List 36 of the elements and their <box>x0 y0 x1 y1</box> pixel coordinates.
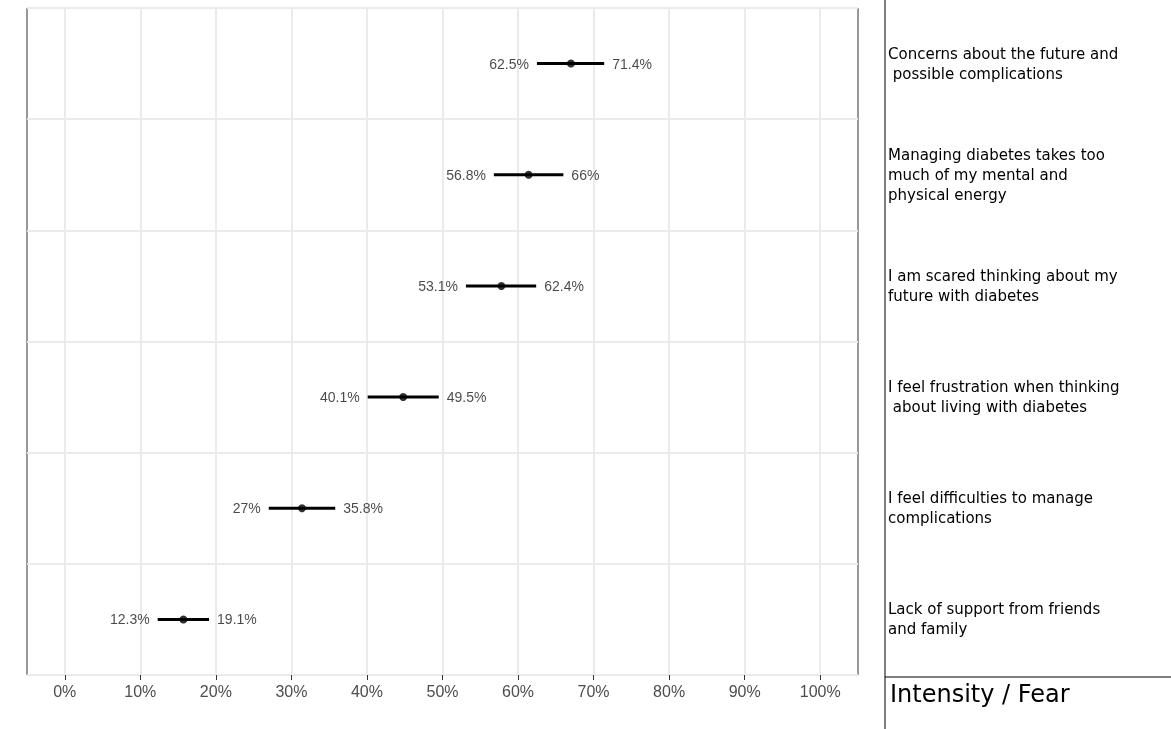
y-axis-title: Intensity / Fear <box>890 680 1070 708</box>
point <box>524 170 533 179</box>
x-tick-label: 90% <box>728 682 761 700</box>
annotation: 62.5% <box>489 55 529 72</box>
x-tick-label: 40% <box>350 682 383 700</box>
annotation: 71.4% <box>612 55 652 72</box>
y-tick-label: Concerns about the future and possible complications <box>888 44 1119 83</box>
annotation: 40.1% <box>320 389 360 406</box>
x-tick-label: 30% <box>275 682 308 700</box>
point <box>399 393 408 402</box>
y-tick-label: Managing diabetes takes too much of my mental and physical energy <box>888 145 1110 204</box>
x-tick-label: 0% <box>53 682 77 700</box>
x-tick-label: 70% <box>577 682 610 700</box>
point <box>179 615 188 624</box>
y-tick-label: I am scared thinking about my future with diabetes <box>888 266 1123 305</box>
y-tick-label: I feel difficulties to manage complications <box>888 489 1098 528</box>
x-tick-label: 50% <box>426 682 459 700</box>
annotation: 53.1% <box>418 277 458 294</box>
point <box>497 281 506 290</box>
y-tick-label: I feel frustration when thinking about living with diabetes <box>888 378 1120 417</box>
x-tick-label: 20% <box>199 682 232 700</box>
point <box>566 59 575 68</box>
annotation: 66% <box>571 166 600 183</box>
annotation: 56.8% <box>446 166 486 183</box>
annotation: 12.3% <box>109 611 150 628</box>
x-tick-label: 80% <box>653 682 686 700</box>
annotation: 49.5% <box>446 389 487 406</box>
x-tick-label: 10% <box>124 682 157 700</box>
x-tick-label: 100% <box>799 682 841 700</box>
point <box>297 504 306 513</box>
annotation: 19.1% <box>217 611 257 628</box>
annotation: 35.8% <box>343 500 383 517</box>
x-tick-label: 60% <box>502 682 535 700</box>
annotation: 27% <box>232 500 261 517</box>
y-tick-label: Lack of support from friends and family <box>888 600 1105 639</box>
annotation: 62.4% <box>544 277 584 294</box>
